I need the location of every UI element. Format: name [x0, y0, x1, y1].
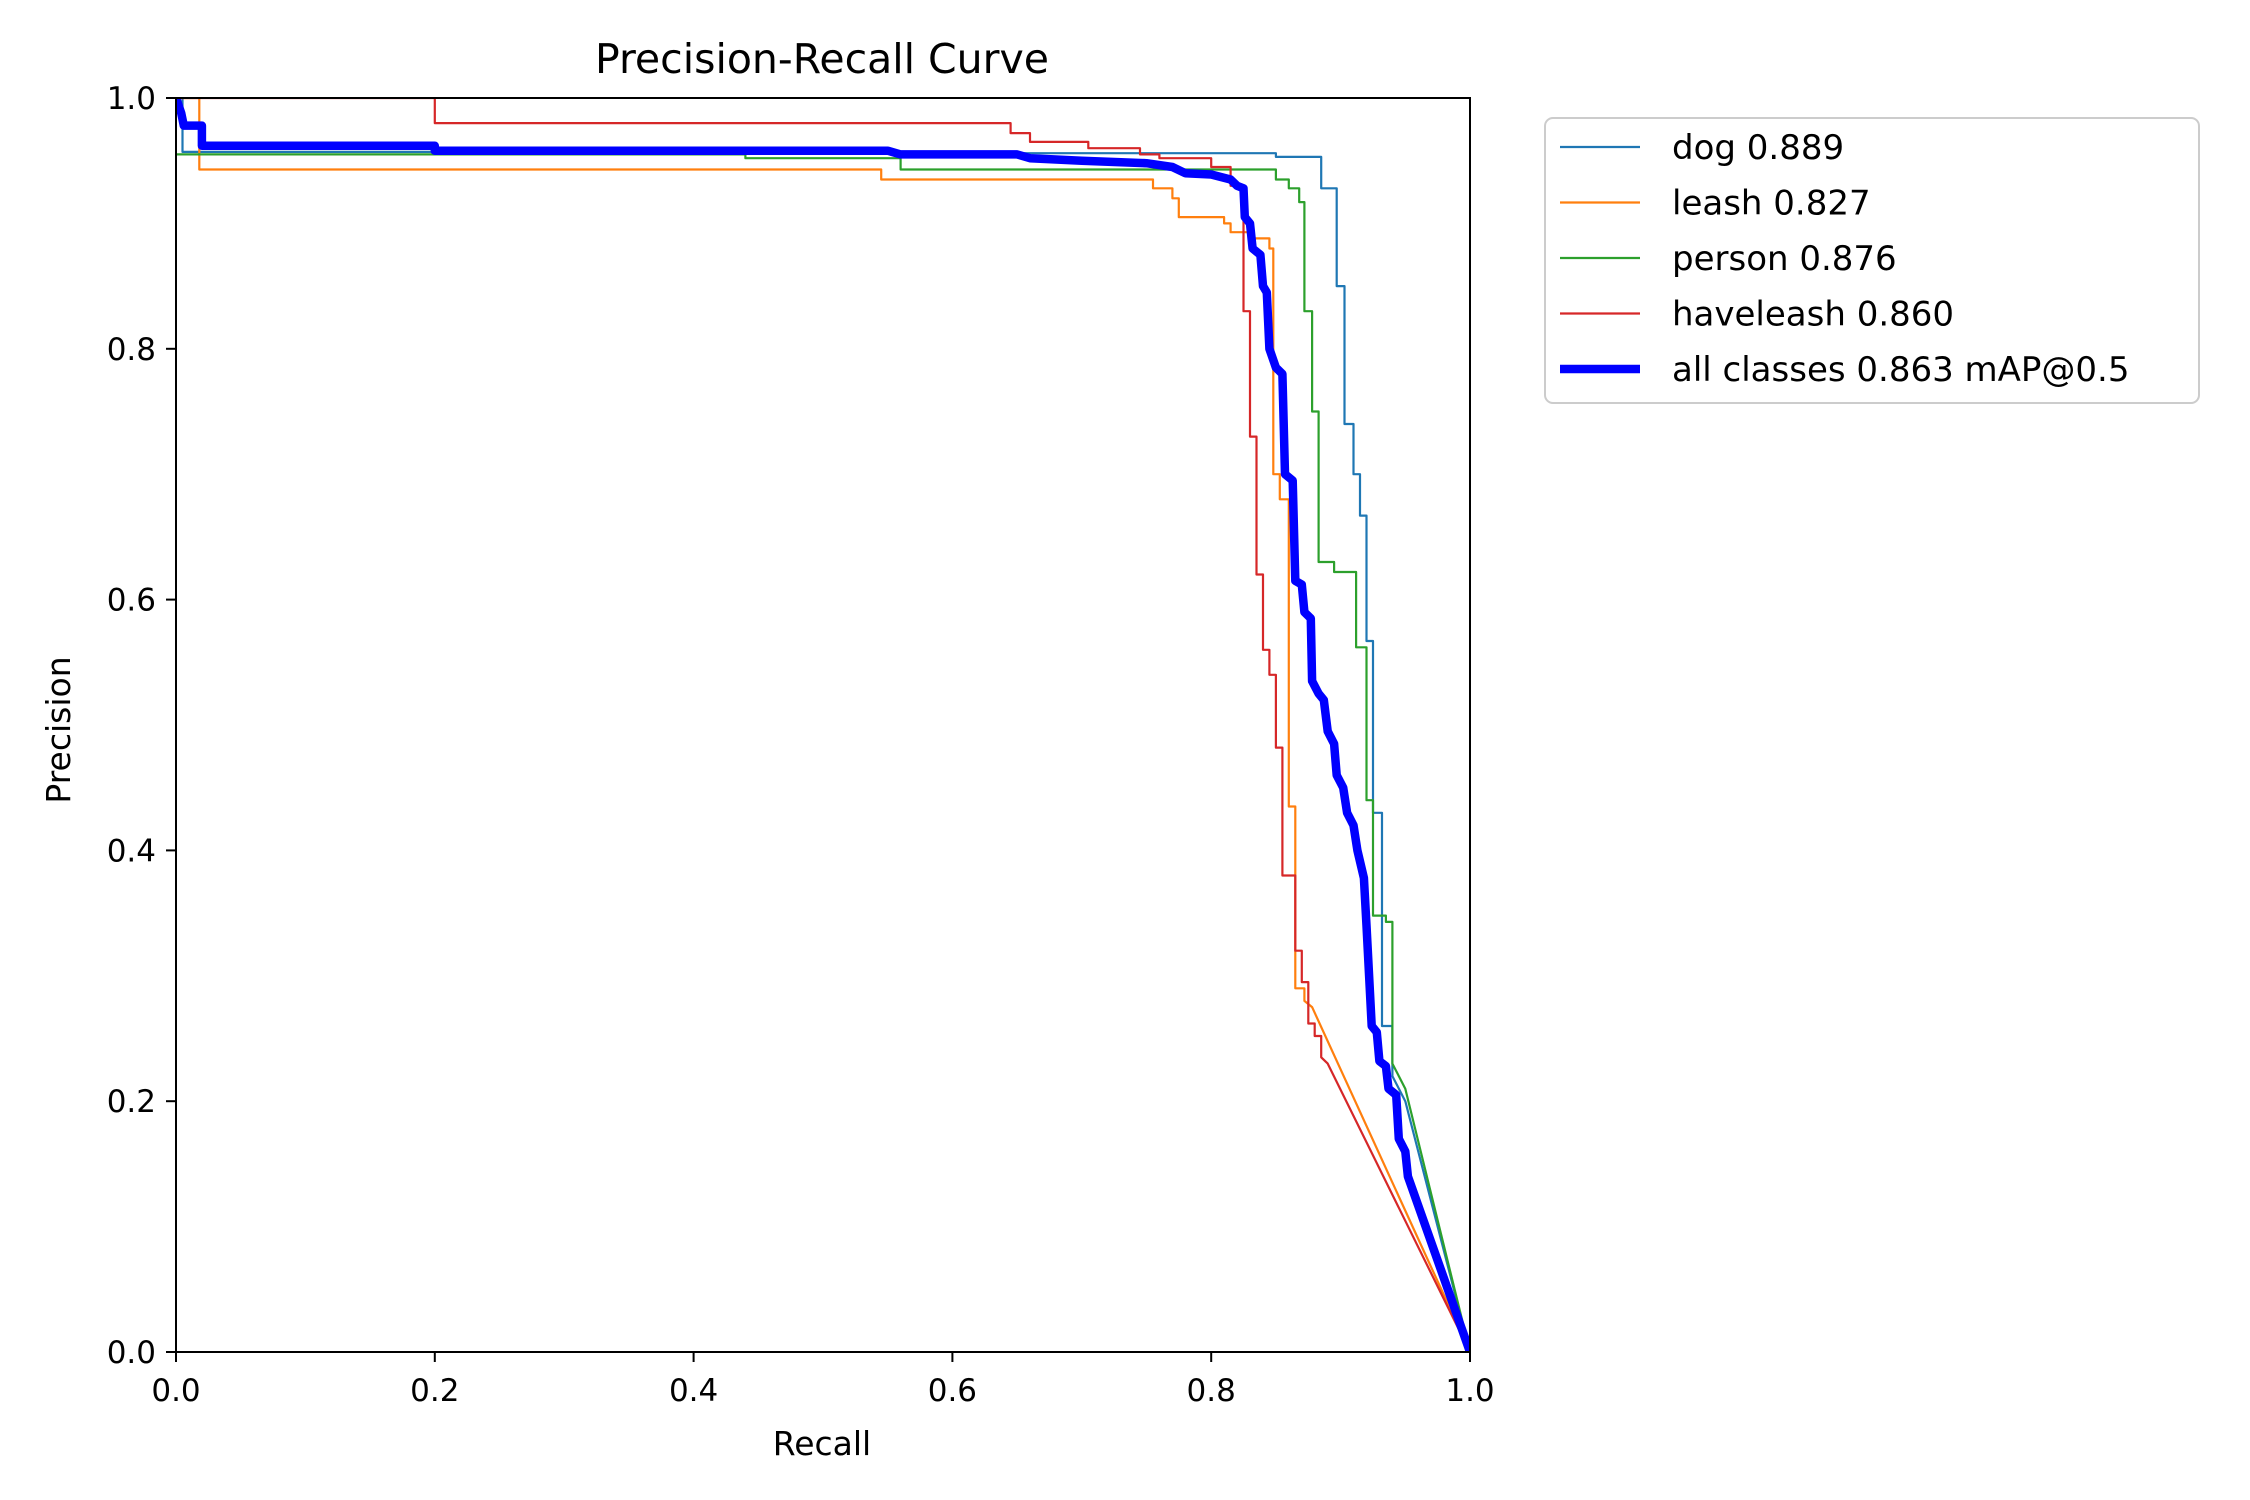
y-tick-label: 1.0	[107, 81, 156, 117]
legend-frame	[1544, 117, 2200, 404]
x-tick-label: 0.6	[928, 1373, 977, 1409]
legend-label-4: all classes 0.863 mAP@0.5	[1672, 350, 2129, 390]
y-tick-label: 0.2	[107, 1084, 156, 1120]
series-line-3	[176, 98, 1470, 1352]
x-axis-label: Recall	[773, 1424, 871, 1463]
y-tick-label: 0.0	[107, 1335, 156, 1371]
series-line-4	[176, 98, 1470, 1352]
legend-label-3: haveleash 0.860	[1672, 295, 1954, 335]
legend-label-1: leash 0.827	[1672, 184, 1871, 224]
legend-label-0: dog 0.889	[1672, 128, 1844, 168]
x-tick-label: 1.0	[1445, 1373, 1494, 1409]
y-axis-ticks: 0.0 0.2 0.4 0.6 0.8 1.0	[107, 81, 176, 1371]
x-tick-label: 0.0	[151, 1373, 200, 1409]
series-layer	[176, 98, 1470, 1352]
x-tick-label: 0.4	[669, 1373, 718, 1409]
x-tick-label: 0.8	[1187, 1373, 1236, 1409]
x-axis-ticks: 0.0 0.2 0.4 0.6 0.8 1.0	[151, 1352, 1495, 1409]
series-line-2	[176, 153, 1470, 1352]
x-tick-label: 0.2	[410, 1373, 459, 1409]
legend-label-2: person 0.876	[1672, 239, 1897, 279]
legend: dog 0.889 leash 0.827 person 0.876 haveleas…	[1544, 117, 2200, 404]
chart-title: Precision-Recall Curve	[595, 35, 1049, 83]
y-axis-label: Precision	[39, 656, 78, 803]
y-tick-label: 0.8	[107, 332, 156, 368]
y-tick-label: 0.4	[107, 833, 156, 869]
plot-frame	[175, 97, 1471, 1353]
y-tick-label: 0.6	[107, 583, 156, 619]
